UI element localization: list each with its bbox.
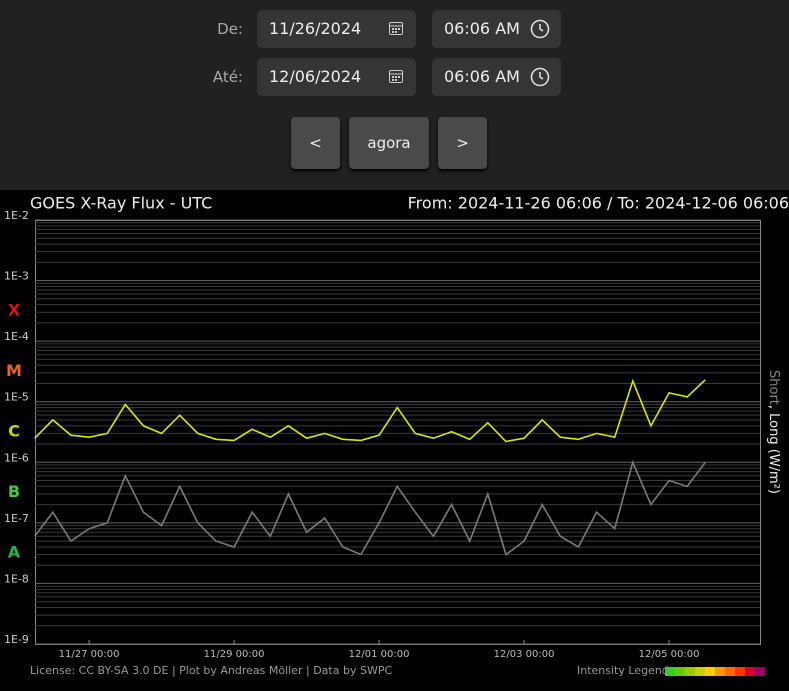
from-label: De:	[217, 20, 243, 38]
y-tick-label: 1E-4	[4, 330, 29, 343]
to-label: Até:	[212, 68, 243, 86]
y-tick-label: 1E-2	[4, 209, 29, 222]
to-date[interactable]: 12/06/2024	[257, 58, 416, 96]
flare-class-label: B	[8, 482, 20, 501]
prev-button[interactable]: <	[291, 117, 340, 169]
x-tick-label: 11/29 00:00	[204, 649, 265, 660]
x-tick-label: 12/03 00:00	[494, 649, 555, 660]
legend-label: Intensity Legend	[577, 664, 669, 677]
from-time-text: 06:06 AM	[444, 19, 520, 38]
chart-title: GOES X-Ray Flux - UTC	[30, 194, 212, 213]
y-tick-label: 1E-6	[4, 451, 29, 464]
y-tick-label: 1E-3	[4, 270, 29, 283]
series-line	[34, 459, 706, 556]
footer: License: CC BY-SA 3.0 DE | Plot by Andre…	[30, 664, 392, 677]
plot-frame	[35, 220, 761, 645]
x-tick-label: 12/05 00:00	[639, 649, 700, 660]
clock-icon	[530, 19, 550, 39]
y-tick-label: 1E-5	[4, 391, 29, 404]
y-tick-label: 1E-9	[4, 633, 29, 646]
x-tick-label: 11/27 00:00	[59, 649, 120, 660]
date-controls: De: 11/26/2024 06:06 AM Até: 12/06/2024 …	[0, 0, 789, 190]
flare-class-label: A	[8, 543, 21, 562]
calendar-icon	[389, 70, 403, 83]
flare-class-label: M	[6, 361, 22, 380]
y-label-long: , Long (W/m²)	[767, 405, 782, 494]
to-date-text: 12/06/2024	[269, 67, 362, 86]
flare-class-label: C	[8, 422, 20, 441]
flare-class-label: X	[8, 300, 21, 319]
from-time[interactable]: 06:06 AM	[432, 10, 561, 48]
y-axis-label: Short, Long (W/m²)	[767, 370, 782, 494]
chart: GOES X-Ray Flux - UTC From: 2024-11-26 0…	[4, 194, 789, 678]
from-date-text: 11/26/2024	[269, 19, 362, 38]
series-line	[34, 378, 706, 443]
from-date[interactable]: 11/26/2024	[257, 10, 416, 48]
y-tick-label: 1E-7	[4, 512, 29, 525]
clock-icon	[530, 67, 550, 87]
range-text: From: 2024-11-26 06:06 / To: 2024-12-06 …	[408, 194, 789, 213]
x-tick-label: 12/01 00:00	[349, 649, 410, 660]
y-tick-label: 1E-8	[4, 572, 29, 585]
grid	[35, 219, 760, 645]
now-button[interactable]: agora	[349, 117, 429, 169]
calendar-icon	[389, 22, 403, 35]
intensity-legend-bar	[665, 667, 765, 676]
to-time-text: 06:06 AM	[444, 67, 520, 86]
next-button[interactable]: >	[438, 117, 487, 169]
to-time[interactable]: 06:06 AM	[432, 58, 561, 96]
y-label-short: Short	[767, 370, 782, 405]
